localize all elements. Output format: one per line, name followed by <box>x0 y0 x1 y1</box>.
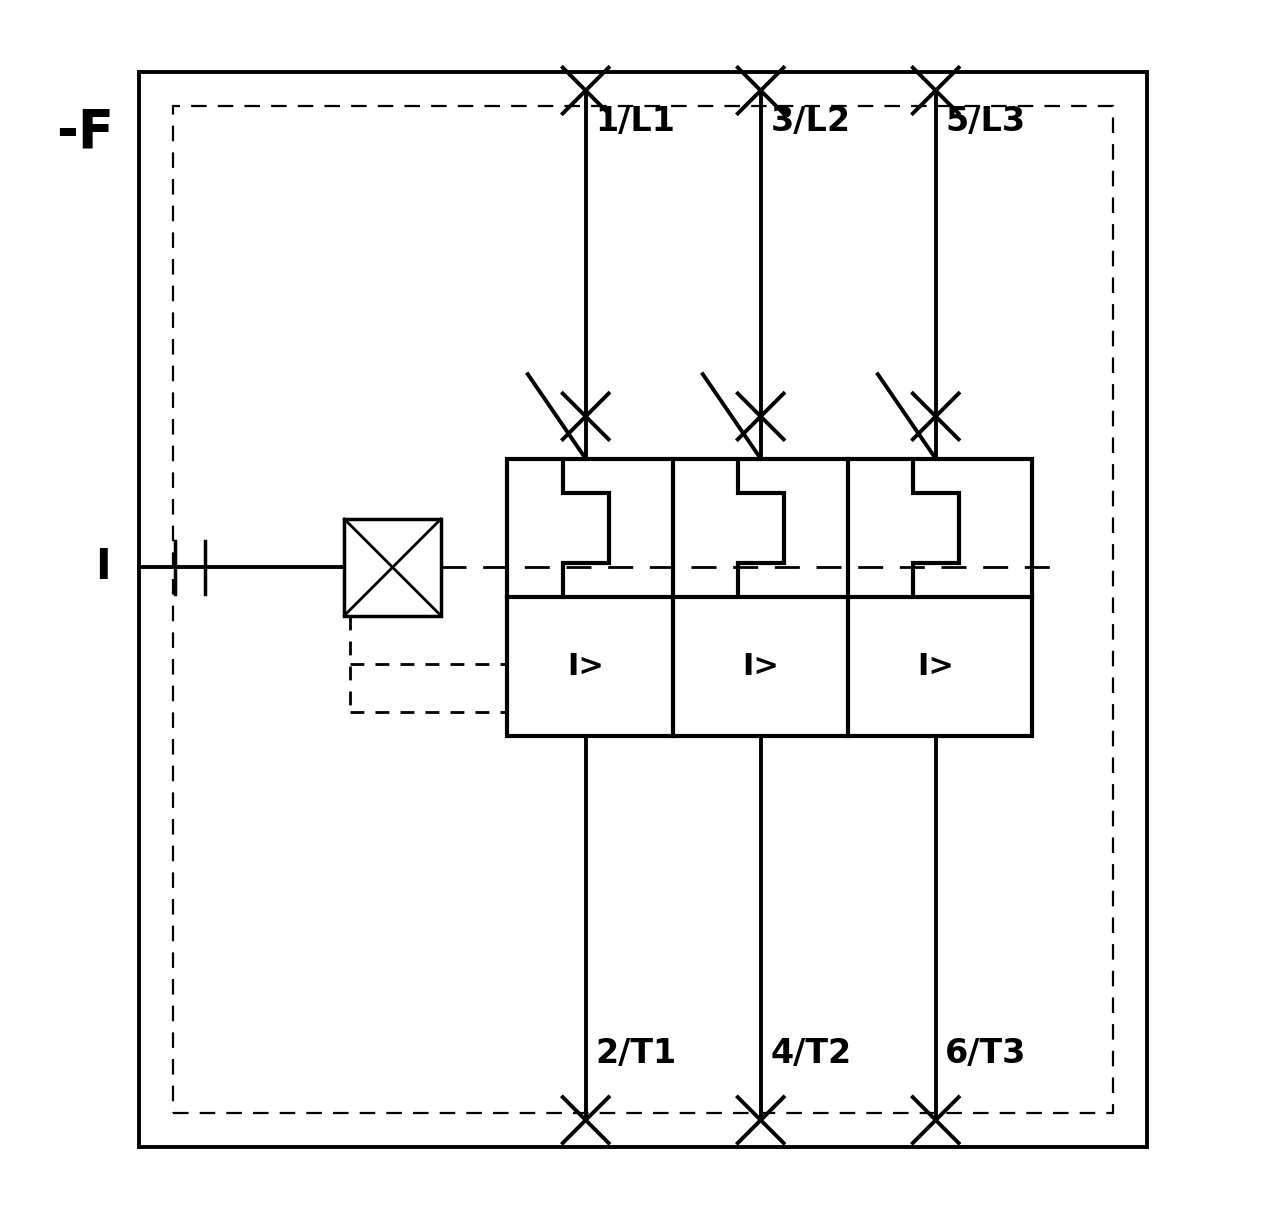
Text: 3/L2: 3/L2 <box>771 105 850 138</box>
Bar <box>140 72 1147 1147</box>
Text: I>: I> <box>918 652 954 682</box>
Bar <box>344 519 440 616</box>
Text: -F: -F <box>56 106 114 159</box>
Text: 2/T1: 2/T1 <box>595 1037 676 1071</box>
Bar <box>173 106 1114 1113</box>
Text: 6/T3: 6/T3 <box>946 1037 1027 1071</box>
Bar <box>507 459 1032 736</box>
Text: I>: I> <box>567 652 604 682</box>
Text: I>: I> <box>742 652 780 682</box>
Text: 5/L3: 5/L3 <box>946 105 1025 138</box>
Text: 1/L1: 1/L1 <box>595 105 676 138</box>
Text: I: I <box>95 547 110 588</box>
Text: 4/T2: 4/T2 <box>771 1037 851 1071</box>
